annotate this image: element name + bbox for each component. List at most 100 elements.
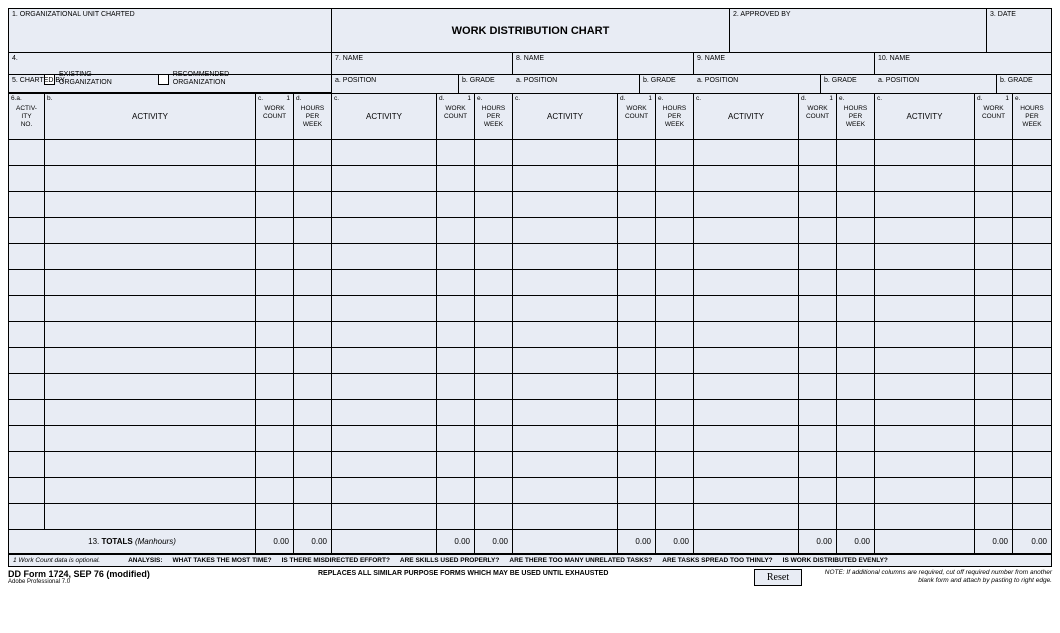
- table-cell[interactable]: [694, 400, 799, 426]
- table-cell[interactable]: [975, 452, 1013, 478]
- table-cell[interactable]: [618, 400, 656, 426]
- field-10-name[interactable]: 10. NAME: [875, 53, 1051, 75]
- table-cell[interactable]: [294, 244, 332, 270]
- table-cell[interactable]: [694, 504, 799, 530]
- table-cell[interactable]: [294, 426, 332, 452]
- table-cell[interactable]: [45, 244, 256, 270]
- table-cell[interactable]: [256, 452, 294, 478]
- table-cell[interactable]: [799, 478, 837, 504]
- table-cell[interactable]: [694, 374, 799, 400]
- table-cell[interactable]: [332, 400, 437, 426]
- table-cell[interactable]: [256, 296, 294, 322]
- field-8a-position[interactable]: a. POSITION: [513, 75, 640, 93]
- field-7-name[interactable]: 7. NAME: [332, 53, 513, 75]
- table-cell[interactable]: [618, 218, 656, 244]
- table-cell[interactable]: [9, 400, 45, 426]
- table-cell[interactable]: [9, 270, 45, 296]
- table-cell[interactable]: [475, 478, 513, 504]
- table-cell[interactable]: [513, 426, 618, 452]
- table-cell[interactable]: [9, 374, 45, 400]
- table-cell[interactable]: [799, 426, 837, 452]
- table-cell[interactable]: [437, 244, 475, 270]
- table-cell[interactable]: [975, 504, 1013, 530]
- table-cell[interactable]: [513, 192, 618, 218]
- field-7a-position[interactable]: a. POSITION: [332, 75, 459, 93]
- table-cell[interactable]: [475, 192, 513, 218]
- table-cell[interactable]: [513, 374, 618, 400]
- table-cell[interactable]: [294, 400, 332, 426]
- table-cell[interactable]: [475, 322, 513, 348]
- table-cell[interactable]: [332, 166, 437, 192]
- table-cell[interactable]: [656, 192, 694, 218]
- table-cell[interactable]: [656, 296, 694, 322]
- table-cell[interactable]: [256, 504, 294, 530]
- table-cell[interactable]: [332, 348, 437, 374]
- field-5-charted-by[interactable]: 5. CHARTED BY: [9, 75, 332, 93]
- table-cell[interactable]: [437, 296, 475, 322]
- table-cell[interactable]: [513, 400, 618, 426]
- table-cell[interactable]: [294, 192, 332, 218]
- table-cell[interactable]: [694, 348, 799, 374]
- table-cell[interactable]: [694, 296, 799, 322]
- table-cell[interactable]: [332, 192, 437, 218]
- table-cell[interactable]: [694, 244, 799, 270]
- table-cell[interactable]: [9, 244, 45, 270]
- field-1-org-unit[interactable]: 1. ORGANIZATIONAL UNIT CHARTED: [9, 9, 332, 53]
- table-cell[interactable]: [9, 296, 45, 322]
- table-cell[interactable]: [256, 140, 294, 166]
- table-cell[interactable]: [45, 452, 256, 478]
- table-cell[interactable]: [45, 296, 256, 322]
- table-cell[interactable]: [618, 348, 656, 374]
- table-cell[interactable]: [799, 400, 837, 426]
- table-cell[interactable]: [45, 192, 256, 218]
- table-cell[interactable]: [45, 322, 256, 348]
- table-cell[interactable]: [437, 374, 475, 400]
- table-cell[interactable]: [513, 296, 618, 322]
- field-2-approved-by[interactable]: 2. APPROVED BY: [730, 9, 987, 53]
- table-cell[interactable]: [656, 244, 694, 270]
- table-cell[interactable]: [9, 218, 45, 244]
- table-cell[interactable]: [975, 374, 1013, 400]
- table-cell[interactable]: [475, 400, 513, 426]
- table-cell[interactable]: [437, 140, 475, 166]
- table-cell[interactable]: [975, 244, 1013, 270]
- table-cell[interactable]: [694, 426, 799, 452]
- table-cell[interactable]: [799, 218, 837, 244]
- table-cell[interactable]: [513, 140, 618, 166]
- table-cell[interactable]: [837, 400, 875, 426]
- table-cell[interactable]: [256, 270, 294, 296]
- table-cell[interactable]: [294, 166, 332, 192]
- table-cell[interactable]: [875, 244, 975, 270]
- table-cell[interactable]: [875, 504, 975, 530]
- table-cell[interactable]: [437, 478, 475, 504]
- table-cell[interactable]: [437, 504, 475, 530]
- table-cell[interactable]: [837, 478, 875, 504]
- table-cell[interactable]: [256, 244, 294, 270]
- table-cell[interactable]: [656, 166, 694, 192]
- table-cell[interactable]: [618, 192, 656, 218]
- table-cell[interactable]: [475, 374, 513, 400]
- table-cell[interactable]: [875, 374, 975, 400]
- table-cell[interactable]: [45, 348, 256, 374]
- field-8-name[interactable]: 8. NAME: [513, 53, 694, 75]
- table-cell[interactable]: [837, 374, 875, 400]
- table-cell[interactable]: [694, 192, 799, 218]
- table-cell[interactable]: [975, 166, 1013, 192]
- table-cell[interactable]: [694, 218, 799, 244]
- table-cell[interactable]: [618, 296, 656, 322]
- table-cell[interactable]: [799, 244, 837, 270]
- table-cell[interactable]: [332, 452, 437, 478]
- table-cell[interactable]: [1013, 244, 1051, 270]
- table-cell[interactable]: [618, 244, 656, 270]
- table-cell[interactable]: [656, 322, 694, 348]
- table-cell[interactable]: [837, 296, 875, 322]
- table-cell[interactable]: [618, 140, 656, 166]
- table-cell[interactable]: [1013, 296, 1051, 322]
- table-cell[interactable]: [837, 218, 875, 244]
- table-cell[interactable]: [437, 452, 475, 478]
- table-cell[interactable]: [45, 374, 256, 400]
- table-cell[interactable]: [45, 270, 256, 296]
- field-10a-position[interactable]: a. POSITION: [875, 75, 997, 93]
- table-cell[interactable]: [475, 166, 513, 192]
- table-cell[interactable]: [256, 166, 294, 192]
